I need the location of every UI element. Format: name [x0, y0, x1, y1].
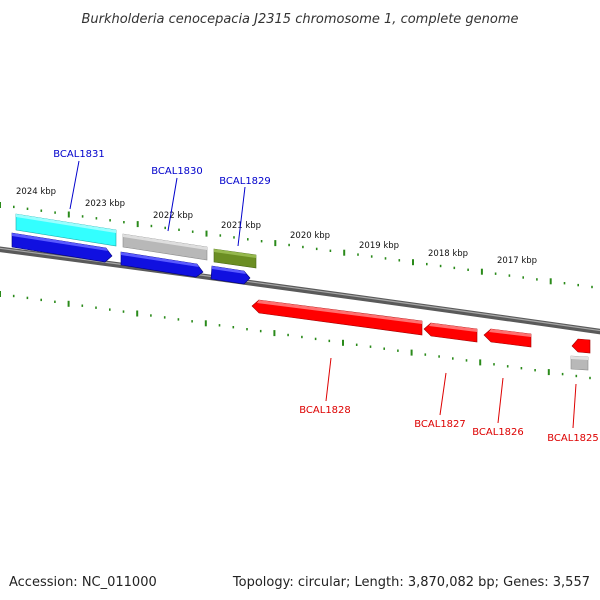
gene-label-bcal1827[interactable]: BCAL1827: [414, 419, 466, 430]
tick-label-2017: 2017 kbp: [497, 256, 537, 266]
cds-arrow-bcal1831-highlight: [12, 233, 108, 251]
leader-bcal1826: [497, 377, 504, 424]
tick-label-2021: 2021 kbp: [221, 221, 261, 231]
backbone-line: [0, 246, 600, 335]
cds-arrow-bcal1829-highlight: [212, 266, 246, 274]
tick-ring-inner: [0, 291, 591, 380]
tick-label-2019: 2019 kbp: [359, 241, 399, 251]
gene-label-bcal1828[interactable]: BCAL1828: [299, 405, 351, 416]
tick-label-2023: 2023 kbp: [85, 199, 125, 209]
backbone: [0, 246, 600, 335]
cds-arrow-bcal1828[interactable]: [251, 299, 423, 336]
gene-features-reverse: [570, 355, 589, 371]
cds-arrow-bcal1825[interactable]: [571, 338, 591, 354]
leader-bcal1825: [572, 383, 577, 429]
gene-label-bcal1831[interactable]: BCAL1831: [53, 149, 105, 160]
tick-label-2018: 2018 kbp: [428, 249, 468, 259]
label-leaders: [69, 160, 577, 429]
gene-labels: BCAL1831 BCAL1830 BCAL1829 BCAL1828 BCAL…: [53, 149, 599, 444]
leader-bcal1828: [325, 357, 332, 402]
cds-forward: [11, 232, 251, 285]
accession-text: Accession: NC_011000: [9, 575, 157, 590]
leader-bcal1829: [237, 186, 246, 247]
cds-arrow-bcal1827-highlight: [429, 323, 477, 332]
scale-labels: 2024 kbp 2023 kbp 2022 kbp 2021 kbp 2020…: [16, 187, 537, 266]
leader-bcal1831: [69, 160, 80, 210]
cds-reverse: [251, 299, 591, 354]
map-title: Burkholderia cenocepacia J2315 chromosom…: [81, 12, 518, 27]
gene-feature-bcal1829-highlight: [214, 249, 256, 258]
genome-summary-text: Topology: circular; Length: 3,870,082 bp…: [232, 575, 590, 590]
tick-label-2024: 2024 kbp: [16, 187, 56, 197]
gene-feature-bcal1831-highlight: [16, 214, 116, 233]
leader-bcal1827: [439, 372, 447, 416]
backbone-highlight: [0, 247, 600, 332]
gene-label-bcal1830[interactable]: BCAL1830: [151, 166, 203, 177]
gene-features-forward: [15, 213, 257, 269]
gene-label-bcal1825[interactable]: BCAL1825: [547, 433, 599, 444]
gene-label-bcal1826[interactable]: BCAL1826: [472, 427, 524, 438]
cds-arrow-bcal1828-highlight: [257, 300, 422, 324]
gene-feature-bcal1825-highlight: [571, 356, 588, 360]
cds-arrow-bcal1830-highlight: [121, 252, 199, 267]
tick-label-2022: 2022 kbp: [153, 211, 193, 221]
cds-arrow-bcal1826-highlight: [489, 329, 531, 337]
tick-label-2020: 2020 kbp: [290, 231, 330, 241]
gene-feature-bcal1830-highlight: [123, 234, 207, 250]
tick-ring-outer: [0, 202, 593, 289]
leader-bcal1830: [167, 177, 178, 232]
gene-label-bcal1829[interactable]: BCAL1829: [219, 176, 271, 187]
